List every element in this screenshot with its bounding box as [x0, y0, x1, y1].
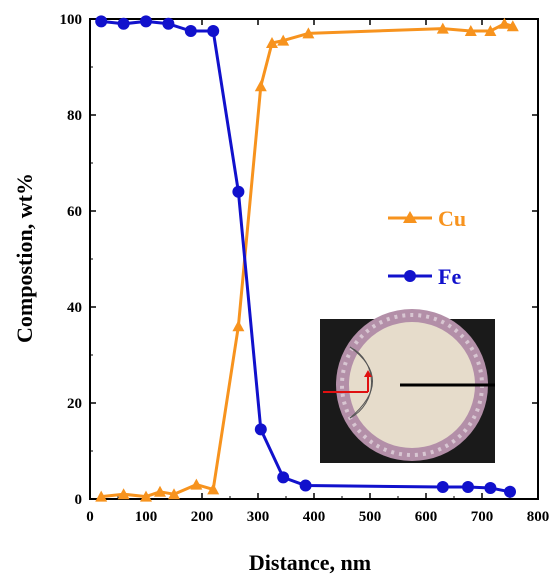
data-point-cu — [168, 488, 180, 500]
axis-ticks: 0 100 200 300 400 500 600 700 800 0 20 40 60 80 100 — [60, 12, 550, 525]
x-tick-label: 0 — [86, 509, 94, 525]
data-point-fe — [232, 185, 245, 198]
legend-fe-marker — [404, 270, 416, 282]
x-tick-label: 400 — [303, 509, 326, 525]
data-point-fe — [299, 479, 312, 492]
data-point-cu — [498, 17, 511, 29]
data-point-fe — [140, 15, 152, 28]
inset-arc-annotation-2 — [349, 346, 373, 419]
y-tick-label: 20 — [67, 396, 82, 412]
data-point-fe — [462, 481, 474, 493]
data-point-cu — [154, 485, 166, 497]
data-point-fe — [95, 15, 108, 28]
data-point-fe — [117, 17, 130, 30]
inset-arc-annotation — [349, 346, 372, 419]
legend: Cu Fe — [388, 206, 466, 289]
x-tick-label: 300 — [247, 509, 270, 525]
y-tick-label: 0 — [75, 492, 83, 508]
data-point-cu — [117, 488, 130, 500]
x-tick-label: 500 — [359, 509, 382, 525]
data-point-cu — [506, 20, 519, 32]
data-point-cu — [232, 320, 245, 332]
y-axis-title: Compostion, wt% — [12, 173, 37, 343]
series-cu — [95, 17, 519, 502]
legend-cu-marker — [403, 211, 417, 223]
data-point-cu — [190, 478, 203, 490]
data-point-fe — [277, 471, 290, 484]
y-tick-label: 60 — [67, 204, 82, 220]
data-point-cu — [266, 37, 278, 48]
data-point-cu — [464, 25, 477, 36]
legend-cu-label: Cu — [438, 206, 466, 231]
series-layer — [95, 15, 519, 502]
data-point-cu — [484, 25, 497, 36]
data-point-cu — [140, 490, 152, 502]
data-point-cu — [95, 490, 108, 502]
x-tick-label: 800 — [527, 509, 550, 525]
data-point-fe — [484, 481, 497, 494]
data-point-cu — [277, 34, 290, 46]
x-tick-label: 100 — [135, 509, 158, 525]
inset-red-arrowhead — [364, 370, 372, 377]
y-tick-label: 80 — [67, 108, 82, 124]
data-point-cu — [207, 483, 220, 495]
data-point-cu — [302, 27, 315, 39]
data-point-fe — [162, 17, 175, 30]
data-point-fe — [254, 423, 267, 436]
data-point-fe — [207, 25, 220, 37]
legend-fe-label: Fe — [438, 264, 461, 289]
data-point-fe — [504, 485, 516, 498]
data-point-fe — [436, 481, 449, 493]
data-point-fe — [184, 25, 197, 37]
inset-micrograph — [320, 309, 495, 463]
x-tick-label: 200 — [191, 509, 214, 525]
x-tick-label: 600 — [415, 509, 438, 525]
x-tick-label: 700 — [471, 509, 494, 525]
y-tick-label: 40 — [67, 300, 82, 316]
x-axis-title: Distance, nm — [249, 550, 371, 575]
data-point-cu — [436, 22, 449, 34]
y-tick-label: 100 — [60, 12, 83, 28]
data-point-cu — [254, 80, 267, 92]
series-fe — [95, 15, 516, 498]
